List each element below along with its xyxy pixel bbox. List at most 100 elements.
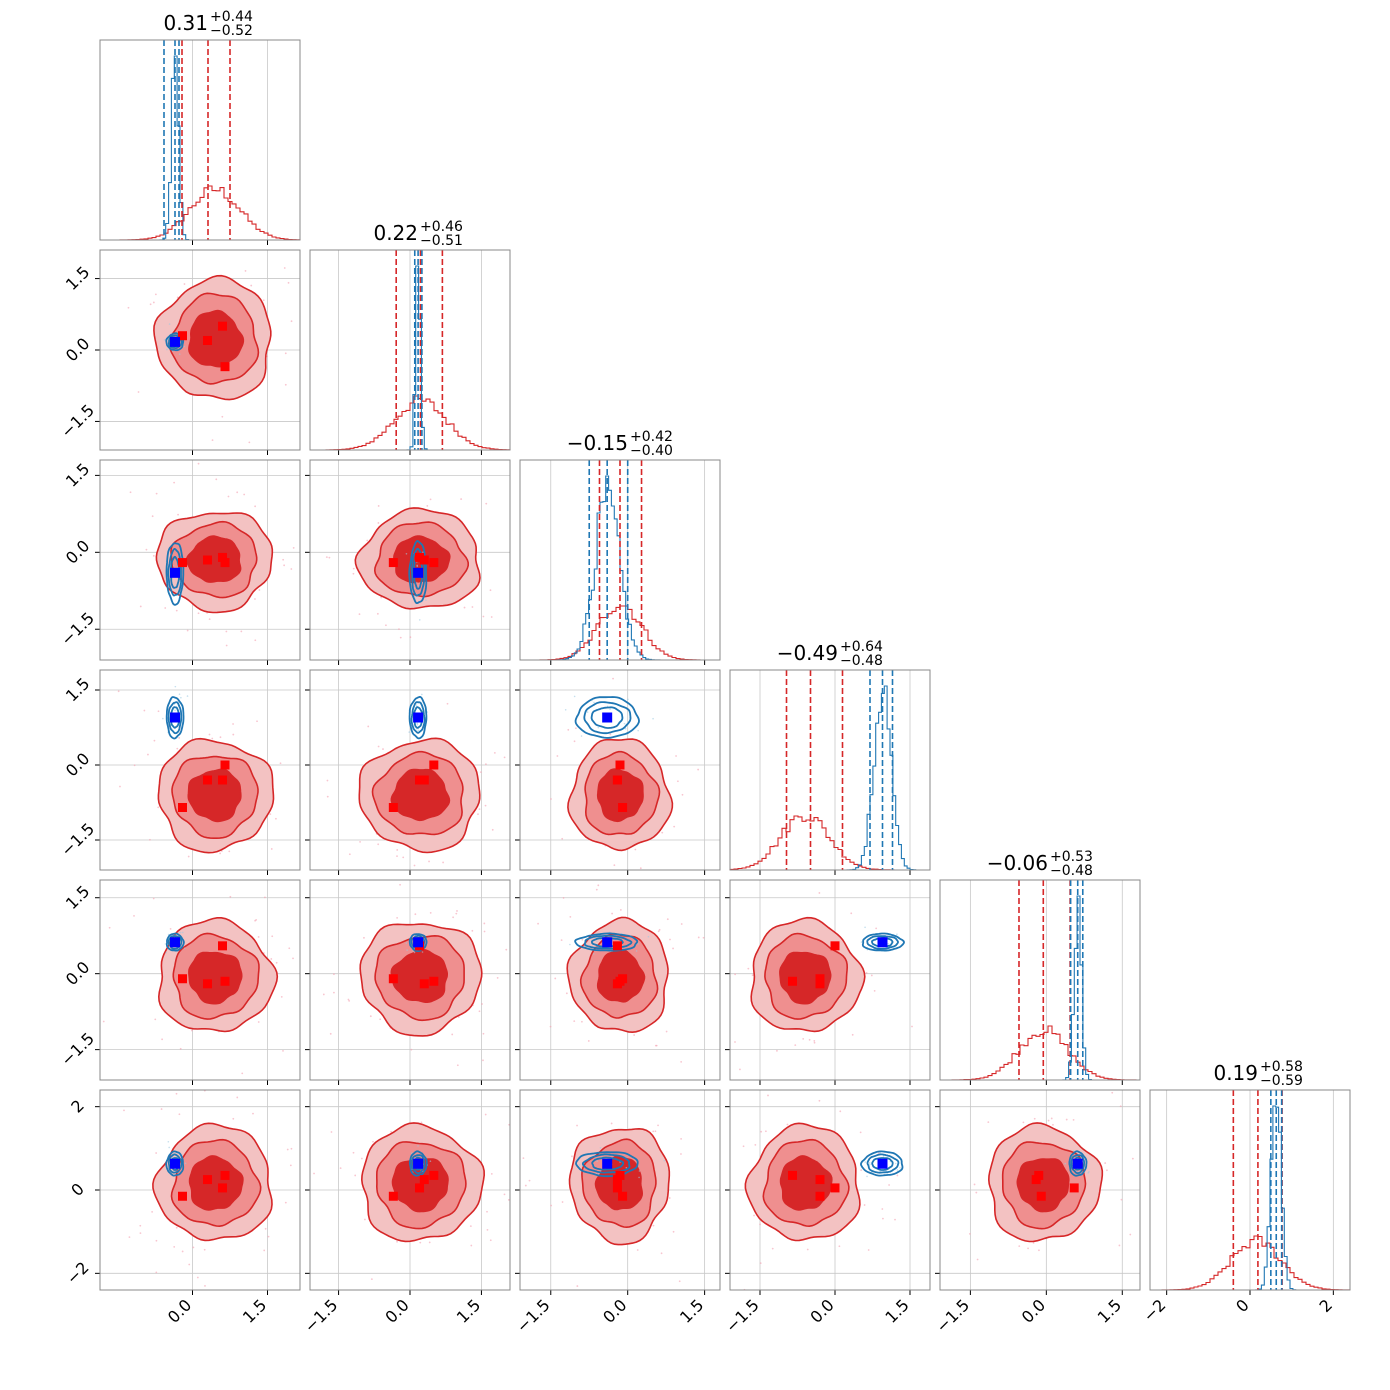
blue-sample-point	[418, 619, 421, 621]
red-sample-point	[818, 1099, 821, 1102]
red-sample-point	[173, 481, 176, 484]
red-sample-point	[208, 618, 211, 621]
red-point-marker	[830, 1183, 840, 1193]
x-tick-label: 0.0	[1018, 1295, 1049, 1326]
red-sample-point	[175, 1092, 178, 1095]
red-sample-point	[229, 895, 232, 898]
blue-sample-point	[178, 693, 181, 695]
red-point-marker	[178, 331, 187, 341]
blue-point-marker	[602, 712, 613, 723]
blue-sample-point	[596, 1160, 598, 1162]
blue-sample-point	[638, 1176, 640, 1179]
red-sample-point	[302, 526, 304, 528]
red-sample-point	[155, 1271, 158, 1274]
red-point-marker	[612, 1183, 622, 1193]
panel-title-plus: +0.64	[840, 639, 883, 655]
red-sample-point	[863, 1204, 866, 1206]
red-sample-point	[137, 391, 140, 393]
red-point-marker	[429, 976, 439, 986]
red-sample-point	[127, 306, 130, 309]
red-sample-point	[232, 723, 234, 725]
red-sample-point	[481, 1003, 483, 1005]
red-sample-point	[483, 922, 486, 925]
blue-contour	[408, 696, 428, 740]
red-sample-point	[597, 884, 600, 887]
panel-frame	[939, 1089, 1141, 1291]
red-point-marker	[429, 1170, 439, 1180]
red-sample-point	[170, 236, 172, 238]
red-sample-point	[429, 911, 432, 914]
blue-sample-point	[406, 949, 408, 951]
panel-frame	[99, 249, 301, 451]
red-point-marker	[429, 760, 439, 770]
red-sample-point	[187, 855, 190, 858]
blue-sample-point	[864, 1161, 867, 1163]
red-point-marker	[815, 979, 825, 989]
red-sample-point	[496, 977, 499, 979]
red-sample-point	[414, 913, 417, 916]
red-sample-point	[372, 1140, 374, 1143]
red-sample-point	[484, 1113, 487, 1116]
red-sample-point	[1104, 1162, 1107, 1164]
red-point-marker	[815, 974, 825, 984]
blue-sample-point	[165, 951, 168, 954]
red-contour	[390, 768, 451, 822]
red-sample-point	[560, 827, 562, 829]
red-sample-point	[813, 1040, 816, 1042]
red-sample-point	[455, 912, 458, 915]
red-sample-point	[204, 1285, 206, 1287]
red-sample-point	[785, 1294, 787, 1296]
red-sample-point	[609, 733, 612, 736]
red-sample-point	[396, 916, 399, 919]
blue-sample-point	[405, 942, 408, 944]
blue-sample-point	[627, 698, 629, 701]
red-sample-point	[507, 1198, 510, 1201]
red-sample-point	[654, 1130, 657, 1133]
red-sample-point	[676, 780, 679, 783]
blue-sample-point	[1087, 1172, 1090, 1174]
red-sample-point	[678, 1280, 681, 1283]
panel-frame	[729, 879, 931, 1081]
red-sample-point	[751, 974, 754, 977]
panel-frame	[309, 879, 511, 1081]
panel-title-minus: −0.59	[1260, 1073, 1303, 1089]
panel-title-value: 0.19	[1213, 1061, 1258, 1085]
red-sample-point	[254, 505, 257, 508]
red-sample-point	[398, 628, 400, 631]
red-sample-point	[1131, 1157, 1134, 1160]
red-sample-point	[851, 1033, 854, 1036]
red-sample-point	[153, 739, 156, 742]
panel-2d	[734, 892, 913, 1071]
red-sample-point	[155, 492, 158, 495]
red-sample-point	[705, 1144, 707, 1146]
red-sample-point	[657, 930, 660, 933]
red-sample-point	[633, 1034, 636, 1036]
red-sample-point	[652, 1130, 655, 1133]
red-point-marker	[220, 558, 230, 568]
blue-sample-point	[186, 695, 189, 697]
red-sample-point	[283, 267, 286, 269]
red-sample-point	[175, 1226, 178, 1229]
red-point-marker	[419, 979, 429, 989]
red-sample-point	[377, 745, 380, 748]
red-sample-point	[286, 1148, 289, 1151]
blue-sample-point	[866, 1175, 868, 1178]
red-sample-point	[739, 1068, 741, 1071]
red-sample-point	[1018, 1245, 1021, 1248]
red-sample-point	[865, 972, 868, 974]
red-sample-point	[139, 1224, 142, 1227]
blue-sample-point	[416, 581, 418, 584]
red-sample-point	[486, 1210, 488, 1213]
red-sample-point	[410, 1048, 413, 1051]
blue-sample-point	[411, 1152, 413, 1154]
red-sample-point	[160, 1108, 163, 1110]
red-sample-point	[697, 768, 700, 771]
red-sample-point	[471, 606, 474, 608]
red-sample-point	[482, 1032, 485, 1035]
blue-contour	[574, 696, 640, 739]
red-sample-point	[562, 897, 565, 899]
red-sample-point	[236, 1096, 239, 1099]
panel-2d	[129, 462, 295, 647]
x-tick-label: 0.0	[164, 1295, 195, 1326]
red-sample-point	[332, 326, 334, 328]
